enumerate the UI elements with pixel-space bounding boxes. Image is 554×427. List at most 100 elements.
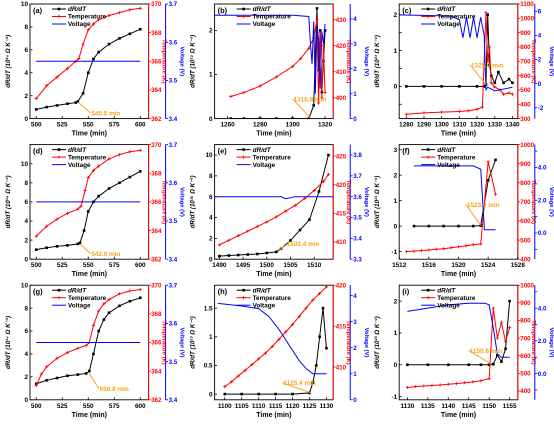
- annotation-arrow: [469, 64, 487, 85]
- panel-label: (f): [402, 147, 410, 156]
- temperature-tick-label: 900: [520, 300, 531, 307]
- annotation-arrow: [282, 382, 312, 394]
- data-point-dRdT: [118, 37, 121, 40]
- legend-label-temperature: Temperature: [253, 154, 292, 161]
- data-point-dRdT: [307, 117, 311, 119]
- temperature-tick-label: 362: [151, 397, 162, 404]
- temperature-tick-label: 1100: [520, 1, 534, 8]
- left-y-tick-label: 0: [394, 223, 398, 230]
- data-point-dRdT: [317, 68, 320, 72]
- data-point-dRdT: [289, 239, 292, 242]
- data-point-temperature: [480, 105, 484, 109]
- data-point-temperature: [77, 56, 81, 61]
- voltage-tick-label: 3.4: [169, 397, 178, 404]
- data-point-temperature: [491, 306, 495, 310]
- data-point-temperature: [503, 340, 508, 344]
- temperature-tick-label: 420: [336, 282, 347, 289]
- legend-label-temperature: Temperature: [437, 295, 476, 302]
- left-y-tick-label: 6: [24, 328, 28, 335]
- legend-marker: [426, 14, 430, 19]
- x-axis-label: Time (min): [72, 412, 107, 419]
- left-y-tick-label: -1: [392, 249, 398, 256]
- plot-area: [405, 158, 498, 254]
- x-tick-label: 1105: [235, 403, 249, 410]
- voltage-tick-label: 2.0: [538, 197, 547, 204]
- data-point-dRdT: [45, 246, 48, 250]
- data-point-dRdT: [491, 362, 495, 366]
- x-tick-label: 1115: [269, 403, 283, 410]
- temperature-tick-label: 362: [151, 256, 162, 263]
- temperature-tick-label: 430: [336, 17, 347, 24]
- x-tick-label: 1135: [421, 403, 435, 410]
- data-point-temperature: [471, 243, 475, 247]
- left-y-tick-label: 2: [209, 236, 213, 243]
- temperature-axis-label: Temperature (K): [345, 180, 351, 224]
- left-y-tick-label: 10: [21, 282, 29, 289]
- data-point-dRdT: [102, 318, 106, 321]
- annotation-label: 1125.4 min: [283, 380, 315, 387]
- data-point-temperature: [102, 302, 106, 306]
- left-y-axis-label: dR/dT (10¹³ Ω K⁻¹): [190, 316, 197, 368]
- data-point-dRdT: [255, 252, 259, 256]
- data-point-temperature: [117, 292, 122, 296]
- temperature-axis-label: Temperature (K): [530, 39, 536, 83]
- left-y-tick-label: 6: [209, 194, 213, 201]
- data-point-dRdT: [308, 218, 311, 221]
- temperature-tick-label: 700: [520, 335, 531, 342]
- data-point-temperature: [457, 109, 461, 114]
- data-point-temperature: [299, 57, 303, 61]
- left-y-tick-label: 6: [24, 47, 28, 54]
- x-tick-label: 1125: [303, 403, 317, 410]
- data-point-temperature: [97, 309, 101, 313]
- data-point-temperature: [229, 380, 234, 384]
- data-point-temperature: [290, 64, 295, 69]
- voltage-tick-label: 3.4: [169, 116, 178, 123]
- data-point-temperature: [284, 209, 288, 213]
- x-tick-label: 1320: [470, 122, 485, 129]
- data-point-dRdT: [475, 85, 479, 88]
- series-line-voltage: [214, 196, 334, 200]
- data-point-temperature: [486, 160, 490, 164]
- legend-label-voltage: Voltage: [437, 162, 460, 169]
- data-point-temperature: [270, 344, 274, 349]
- series-line-temperature: [35, 149, 141, 237]
- data-point-dRdT: [84, 372, 88, 375]
- legend-label-dRdT: dR/dT: [437, 147, 456, 154]
- legend-marker: [242, 14, 246, 19]
- series-line-dRdT: [414, 159, 497, 227]
- data-point-temperature: [117, 10, 122, 15]
- panel-label: (h): [218, 287, 228, 296]
- left-y-tick-label: 8: [209, 173, 213, 180]
- data-point-temperature: [107, 297, 111, 302]
- data-point-temperature: [321, 44, 326, 48]
- x-tick-label: 1260: [220, 122, 235, 129]
- voltage-tick-label: 3.5: [353, 215, 362, 222]
- voltage-tick-label: 4.0: [538, 305, 547, 312]
- panel-f: 1512 1516 1520 1524 1528 Time (min) -1 0 1 2 3 dR/d…: [374, 142, 554, 278]
- x-axis-label: Time (min): [72, 271, 107, 278]
- temperature-tick-label: 362: [151, 116, 162, 123]
- temperature-axis-label: Temperature (K): [161, 39, 167, 83]
- x-tick-label: 1100: [218, 403, 232, 410]
- left-y-tick-label: 0: [24, 116, 28, 123]
- x-tick-label: 550: [83, 403, 94, 410]
- series-line-dRdT: [36, 28, 141, 110]
- data-point-dRdT: [92, 352, 95, 356]
- voltage-tick-label: 2: [353, 66, 357, 73]
- annotation-label: 1523.0 min: [467, 202, 500, 209]
- left-y-tick-label: 0.5: [204, 363, 213, 370]
- data-point-dRdT: [486, 13, 490, 17]
- data-point-dRdT: [86, 71, 90, 75]
- data-point-dRdT: [312, 104, 316, 107]
- data-point-temperature: [438, 383, 442, 387]
- left-y-axis-label: dR/dT (10²³ Ω K⁻¹): [374, 35, 381, 87]
- voltage-tick-label: 3: [353, 41, 357, 48]
- data-point-temperature: [466, 109, 470, 113]
- data-point-dRdT: [404, 85, 408, 88]
- temperature-tick-label: 410: [336, 364, 347, 371]
- data-point-dRdT: [34, 248, 38, 251]
- data-point-dRdT: [218, 254, 221, 258]
- legend-label-dRdT: dR/dT: [253, 147, 272, 154]
- data-point-temperature: [320, 96, 324, 100]
- temperature-tick-label: 500: [520, 87, 531, 94]
